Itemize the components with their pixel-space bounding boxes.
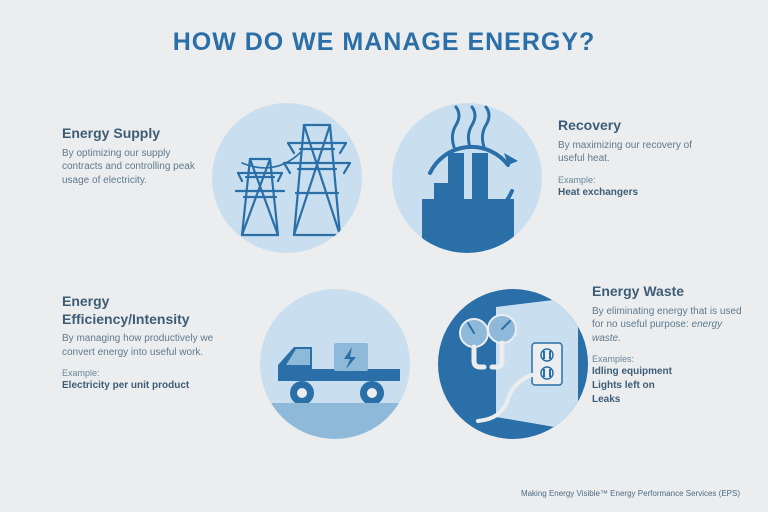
recovery-example-label: Example: — [558, 174, 718, 186]
efficiency-example-label: Example: — [62, 367, 237, 379]
waste-example-label: Examples: — [592, 353, 752, 365]
efficiency-heading: Energy Efficiency/Intensity — [62, 293, 237, 328]
power-towers-icon — [212, 103, 362, 253]
recovery-circle — [392, 103, 542, 253]
infographic-grid: Energy Supply By optimizing our supply c… — [0, 95, 768, 475]
recovery-heading: Recovery — [558, 117, 718, 135]
footer-credit: Making Energy Visible™ Energy Performanc… — [521, 489, 740, 498]
supply-body: By optimizing our supply contracts and c… — [62, 147, 212, 188]
delivery-truck-icon — [260, 289, 410, 439]
recovery-body: By maximizing our recovery of useful hea… — [558, 139, 718, 166]
recovery-example: Heat exchangers — [558, 186, 718, 200]
waste-example-1: Idling equipment — [592, 365, 752, 379]
outlet-gauges-icon — [438, 289, 588, 439]
supply-circle — [212, 103, 362, 253]
efficiency-circle — [260, 289, 410, 439]
waste-example-3: Leaks — [592, 393, 752, 407]
supply-heading: Energy Supply — [62, 125, 212, 143]
waste-heading: Energy Waste — [592, 283, 752, 301]
efficiency-body: By managing how productively we convert … — [62, 332, 237, 359]
supply-text: Energy Supply By optimizing our supply c… — [62, 125, 212, 187]
waste-example-2: Lights left on — [592, 379, 752, 393]
page-title: HOW DO WE MANAGE ENERGY? — [0, 0, 768, 57]
efficiency-example: Electricity per unit product — [62, 379, 237, 393]
waste-text: Energy Waste By eliminating energy that … — [592, 283, 752, 407]
waste-circle — [438, 289, 588, 439]
waste-body: By eliminating energy that is used for n… — [592, 305, 752, 346]
efficiency-text: Energy Efficiency/Intensity By managing … — [62, 293, 237, 393]
smokestack-cycle-icon — [392, 103, 542, 253]
recovery-text: Recovery By maximizing our recovery of u… — [558, 117, 718, 200]
